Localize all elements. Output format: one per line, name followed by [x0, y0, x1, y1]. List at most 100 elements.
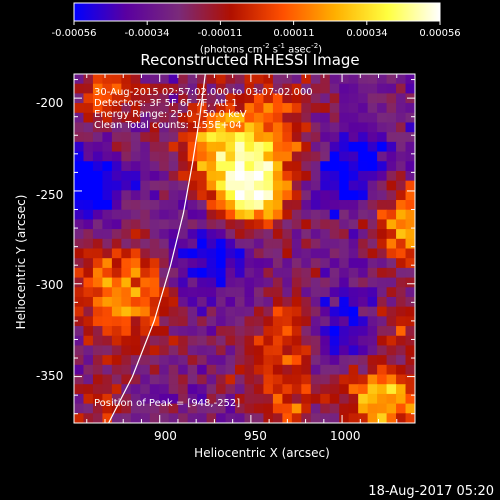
heatmap-cell: [83, 74, 94, 85]
heatmap-cell: [405, 122, 415, 133]
heatmap-cell: [178, 112, 189, 124]
heatmap-cell: [187, 296, 198, 308]
heatmap-cell: [178, 374, 189, 385]
heatmap-cell: [263, 296, 274, 308]
heatmap-cell: [339, 267, 350, 279]
heatmap-cell: [282, 374, 293, 385]
heatmap-cell: [291, 200, 302, 211]
heatmap-cell: [168, 258, 179, 269]
heatmap-cell: [263, 83, 274, 94]
heatmap-cell: [320, 306, 331, 317]
heatmap-cell: [405, 83, 415, 94]
unit-part: s: [269, 44, 279, 56]
heatmap-cell: [102, 335, 113, 347]
heatmap-cell: [386, 316, 397, 327]
heatmap-cell: [339, 374, 350, 385]
heatmap-cell: [121, 200, 132, 211]
heatmap-cell: [111, 374, 122, 385]
heatmap-cell: [339, 83, 350, 94]
heatmap-cell: [149, 296, 160, 308]
heatmap-cell: [206, 326, 217, 337]
heatmap-cell: [358, 209, 369, 221]
heatmap-cell: [130, 161, 141, 172]
heatmap-cell: [348, 296, 359, 308]
heatmap-cell: [367, 83, 378, 94]
heatmap-cell: [178, 267, 189, 279]
heatmap-cell: [235, 209, 246, 221]
heatmap-cell: [386, 112, 397, 124]
heatmap-cell: [111, 132, 122, 143]
heatmap-cell: [235, 180, 246, 191]
heatmap-cell: [348, 326, 359, 337]
heatmap-cell: [386, 141, 397, 153]
heatmap-cell: [111, 238, 122, 250]
heatmap-cell: [377, 200, 388, 211]
heatmap-cell: [367, 170, 378, 182]
heatmap-cell: [140, 122, 151, 133]
heatmap-cell: [282, 112, 293, 124]
heatmap-cell: [272, 180, 283, 191]
heatmap-cell: [348, 306, 359, 317]
heatmap-cell: [282, 326, 293, 337]
heatmap-cell: [367, 151, 378, 162]
heatmap-cell: [149, 190, 160, 201]
heatmap-cell: [225, 229, 236, 240]
heatmap-cell: [282, 103, 293, 114]
heatmap-cell: [92, 170, 104, 182]
heatmap-cell: [178, 364, 189, 376]
peak-position-label: Position of Peak = [948,-252]: [94, 398, 241, 409]
heatmap-cell: [149, 219, 160, 230]
heatmap-cell: [102, 258, 113, 269]
heatmap-cell: [244, 93, 255, 104]
heatmap-cell: [339, 238, 350, 250]
heatmap-cell: [197, 277, 208, 288]
heatmap-cell: [168, 393, 179, 405]
heatmap-cell: [83, 374, 94, 385]
heatmap-cell: [386, 238, 397, 250]
heatmap-cell: [367, 403, 378, 414]
heatmap-cell: [121, 306, 132, 317]
heatmap-cell: [92, 161, 104, 172]
heatmap-cell: [396, 287, 407, 298]
heatmap-cell: [310, 122, 321, 133]
heatmap-cell: [197, 374, 208, 385]
heatmap-cell: [111, 364, 122, 376]
heatmap-cell: [149, 209, 160, 221]
heatmap-cell: [102, 238, 113, 250]
heatmap-cell: [367, 335, 378, 347]
heatmap-cell: [225, 209, 236, 221]
heatmap-cell: [244, 103, 255, 114]
heatmap-cell: [282, 219, 293, 230]
heatmap-cell: [310, 258, 321, 269]
heatmap-cell: [149, 345, 160, 356]
heatmap-cell: [282, 161, 293, 172]
heatmap-cell: [263, 326, 274, 337]
heatmap-cell: [121, 83, 132, 94]
heatmap-cell: [310, 83, 321, 94]
heatmap-cell: [244, 83, 255, 94]
heatmap-cell: [358, 151, 369, 162]
heatmap-cell: [121, 93, 132, 104]
heatmap-cell: [272, 374, 283, 385]
heatmap-cell: [253, 384, 265, 395]
heatmap-cell: [396, 219, 407, 230]
heatmap-cell: [187, 141, 198, 153]
heatmap-cell: [216, 103, 227, 114]
heatmap-cell: [140, 248, 151, 259]
heatmap-cell: [206, 219, 217, 230]
heatmap-cell: [83, 170, 94, 182]
y-tick-label: -300: [36, 278, 64, 292]
heatmap-cell: [187, 180, 198, 191]
heatmap-cell: [187, 248, 198, 259]
heatmap-cell: [111, 316, 122, 327]
heatmap-cell: [197, 393, 208, 405]
heatmap-cell: [206, 277, 217, 288]
heatmap-cell: [358, 190, 369, 201]
heatmap-cell: [377, 132, 388, 143]
heatmap-cell: [92, 306, 104, 317]
heatmap-cell: [197, 413, 208, 423]
heatmap-cell: [358, 384, 369, 395]
heatmap-cell: [168, 413, 179, 423]
heatmap-cell: [130, 229, 141, 240]
heatmap-cell: [301, 316, 312, 327]
